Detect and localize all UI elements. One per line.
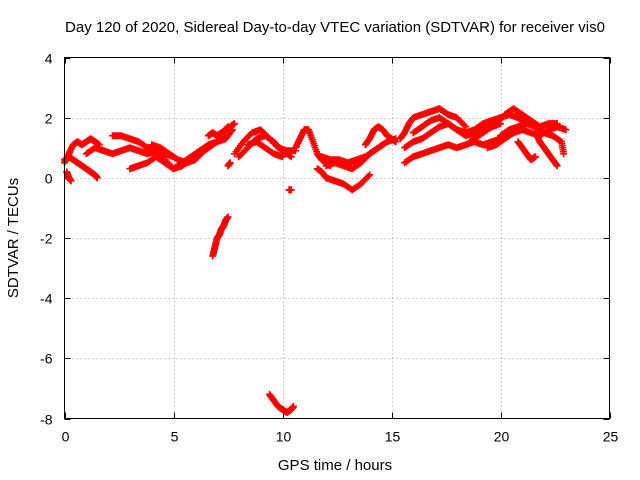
data-point [287,153,295,161]
data-point [531,153,539,161]
grid-lines [64,57,610,419]
x-tick-label: 15 [385,429,401,445]
data-point [560,150,568,158]
data-point [209,141,217,149]
plot-frame [64,57,610,419]
chart-title: Day 120 of 2020, Sidereal Day-to-day VTE… [65,19,605,36]
data-point [289,402,297,410]
data-point [207,142,215,150]
data-point [67,177,75,185]
y-tick-label: -2 [40,231,53,247]
data-points [61,105,570,416]
data-point [462,123,470,131]
data-point [392,138,400,146]
axis-ticks: 0 5 10 15 20 25 -8 -6 -4 -2 0 2 4 [40,51,618,445]
data-point [286,152,294,160]
y-tick-label: -6 [40,351,53,367]
data-point [364,172,372,180]
data-point [366,171,374,179]
y-tick-label: -4 [40,291,53,307]
data-point [562,126,570,134]
data-point [553,162,561,170]
data-point [460,121,468,129]
y-tick-label: 4 [45,51,53,67]
y-tick-label: 0 [45,171,53,187]
data-point [93,174,101,182]
x-tick-label: 0 [62,429,70,445]
y-tick-label: 2 [45,111,53,127]
data-point [224,213,232,221]
y-axis-label: SDTVAR / TECUs [5,178,22,298]
x-tick-label: 5 [171,429,179,445]
data-point [226,159,234,167]
x-tick-label: 20 [494,429,510,445]
data-point [287,186,295,194]
data-point [231,120,239,128]
data-point [279,153,286,161]
x-tick-label: 10 [276,429,292,445]
x-axis-label: GPS time / hours [278,457,392,474]
y-tick-label: -8 [40,412,53,428]
x-tick-label: 25 [603,429,619,445]
